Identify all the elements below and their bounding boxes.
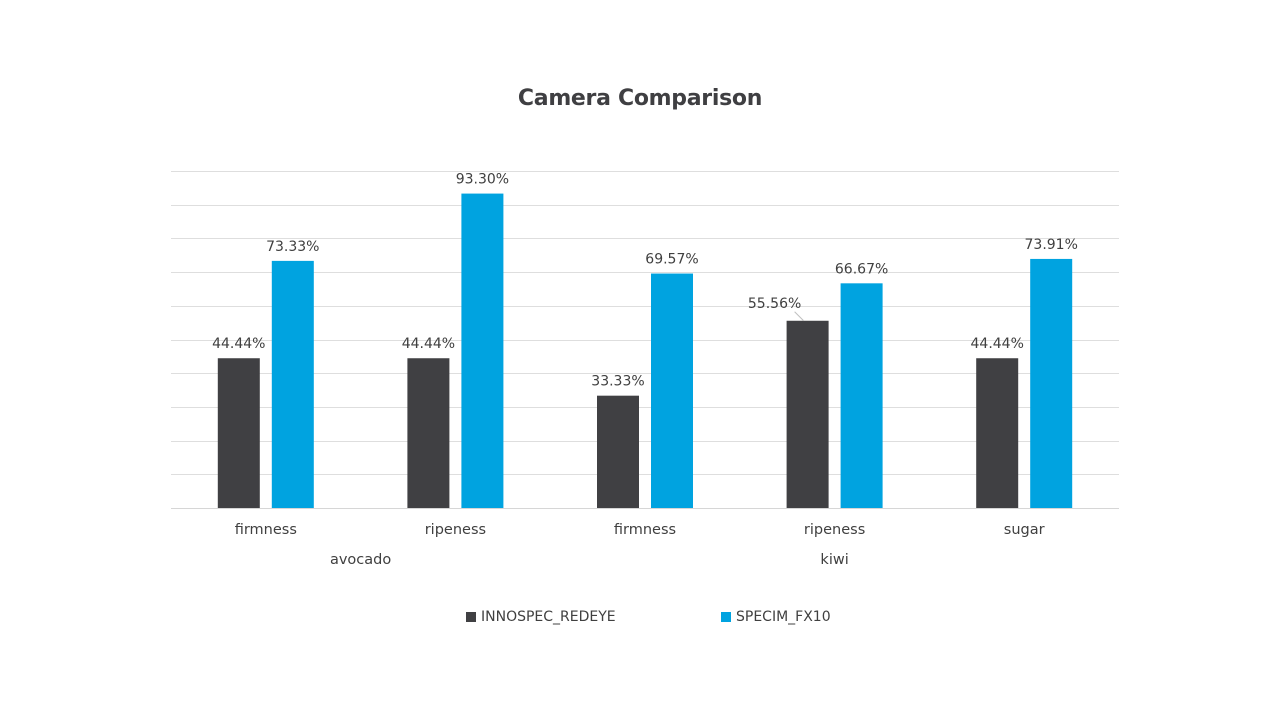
data-label-innospec-redeye-5: 44.44%: [971, 336, 1024, 352]
category-label: ripeness: [425, 522, 486, 538]
data-label-leader-line: [794, 311, 804, 322]
legend-item-specim-fx10: SPECIM_FX10: [721, 606, 831, 628]
category-label: ripeness: [804, 522, 865, 538]
legend-swatch-specim-fx10: [721, 612, 731, 622]
gridlines: [171, 171, 1119, 475]
legend-label-innospec-redeye: INNOSPEC_REDEYE: [481, 609, 616, 625]
legend-swatch-innospec-redeye: [466, 612, 476, 622]
bar-innospec-redeye-3: [597, 395, 639, 508]
legend-label-specim-fx10: SPECIM_FX10: [736, 609, 831, 625]
data-label-specim-fx10-3: 69.57%: [645, 252, 698, 268]
bar-specim-fx10-4: [840, 283, 883, 508]
data-label-innospec-redeye-2: 44.44%: [402, 336, 455, 352]
data-label-specim-fx10-1: 73.33%: [266, 239, 319, 255]
bar-specim-fx10-3: [651, 273, 693, 508]
bar-specim-fx10-1: [271, 260, 314, 508]
bar-specim-fx10-2: [461, 193, 504, 509]
data-label-innospec-redeye-3: 33.33%: [591, 374, 644, 390]
data-label-specim-fx10-2: 93.30%: [456, 172, 509, 188]
bar-innospec-redeye-1: [217, 358, 260, 508]
group-label: avocado: [330, 552, 391, 568]
legend-item-innospec-redeye: INNOSPEC_REDEYE: [466, 606, 616, 628]
data-label-specim-fx10-4: 66.67%: [835, 261, 888, 277]
category-label: sugar: [1004, 522, 1045, 538]
group-label: kiwi: [820, 552, 848, 568]
chart-title: Camera Comparison: [517, 86, 763, 111]
bar-innospec-redeye-4: [786, 320, 829, 508]
category-label: firmness: [235, 522, 297, 538]
data-labels: 44.44% 73.33% 44.44% 93.30% 33.33% 69.57% 55.5…: [212, 172, 1078, 390]
data-label-innospec-redeye-1: 44.44%: [212, 336, 265, 352]
data-label-specim-fx10-5: 73.91%: [1025, 237, 1078, 253]
category-label: firmness: [614, 522, 676, 538]
legend: INNOSPEC_REDEYE SPECIM_FX10: [0, 606, 1280, 628]
bar-innospec-redeye-5: [976, 358, 1019, 508]
category-axis: firmness ripeness firmness ripeness sugar avo…: [171, 508, 1119, 568]
data-label-innospec-redeye-4: 55.56%: [748, 296, 801, 312]
bar-innospec-redeye-2: [407, 358, 450, 508]
bars: [217, 193, 1073, 509]
bar-specim-fx10-5: [1030, 258, 1073, 508]
